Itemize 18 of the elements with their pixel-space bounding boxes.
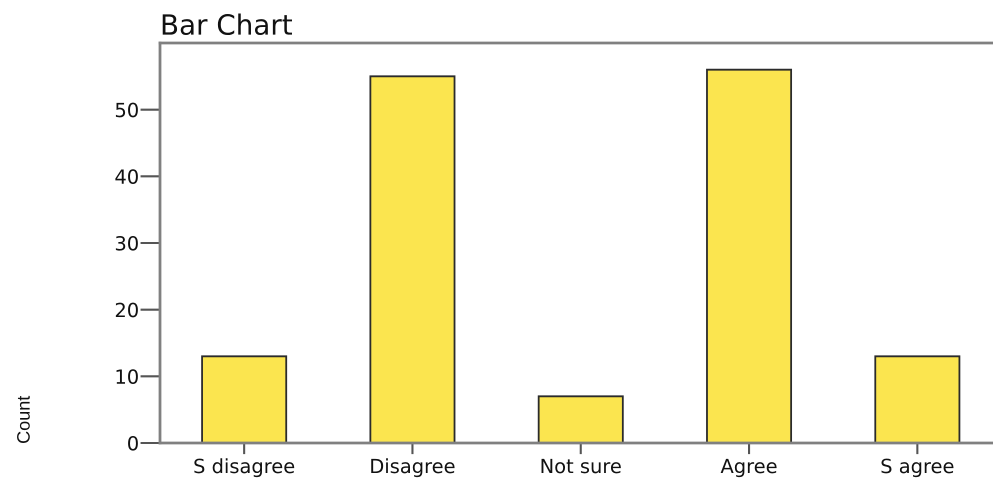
y-tick-label: 30 — [116, 236, 138, 251]
chart-title: Bar Chart — [162, 14, 292, 36]
bar — [538, 395, 624, 443]
x-tick-label: S agree — [882, 458, 954, 478]
bar — [369, 75, 456, 443]
y-tick-label: 50 — [116, 102, 138, 118]
y-axis-title: Count — [17, 396, 30, 443]
y-tick-label: 10 — [116, 369, 138, 384]
x-tick-label: S disagree — [194, 458, 294, 478]
bar — [706, 68, 792, 443]
x-tick-label: Disagree — [371, 458, 455, 478]
x-tick-label: Not sure — [542, 458, 621, 474]
bar — [201, 355, 288, 443]
y-tick-label: 0 — [128, 436, 138, 451]
x-tick-label: Agree — [720, 458, 777, 478]
y-tick-label: 20 — [116, 302, 138, 318]
y-tick-label: 40 — [115, 169, 138, 184]
bar — [874, 355, 960, 443]
